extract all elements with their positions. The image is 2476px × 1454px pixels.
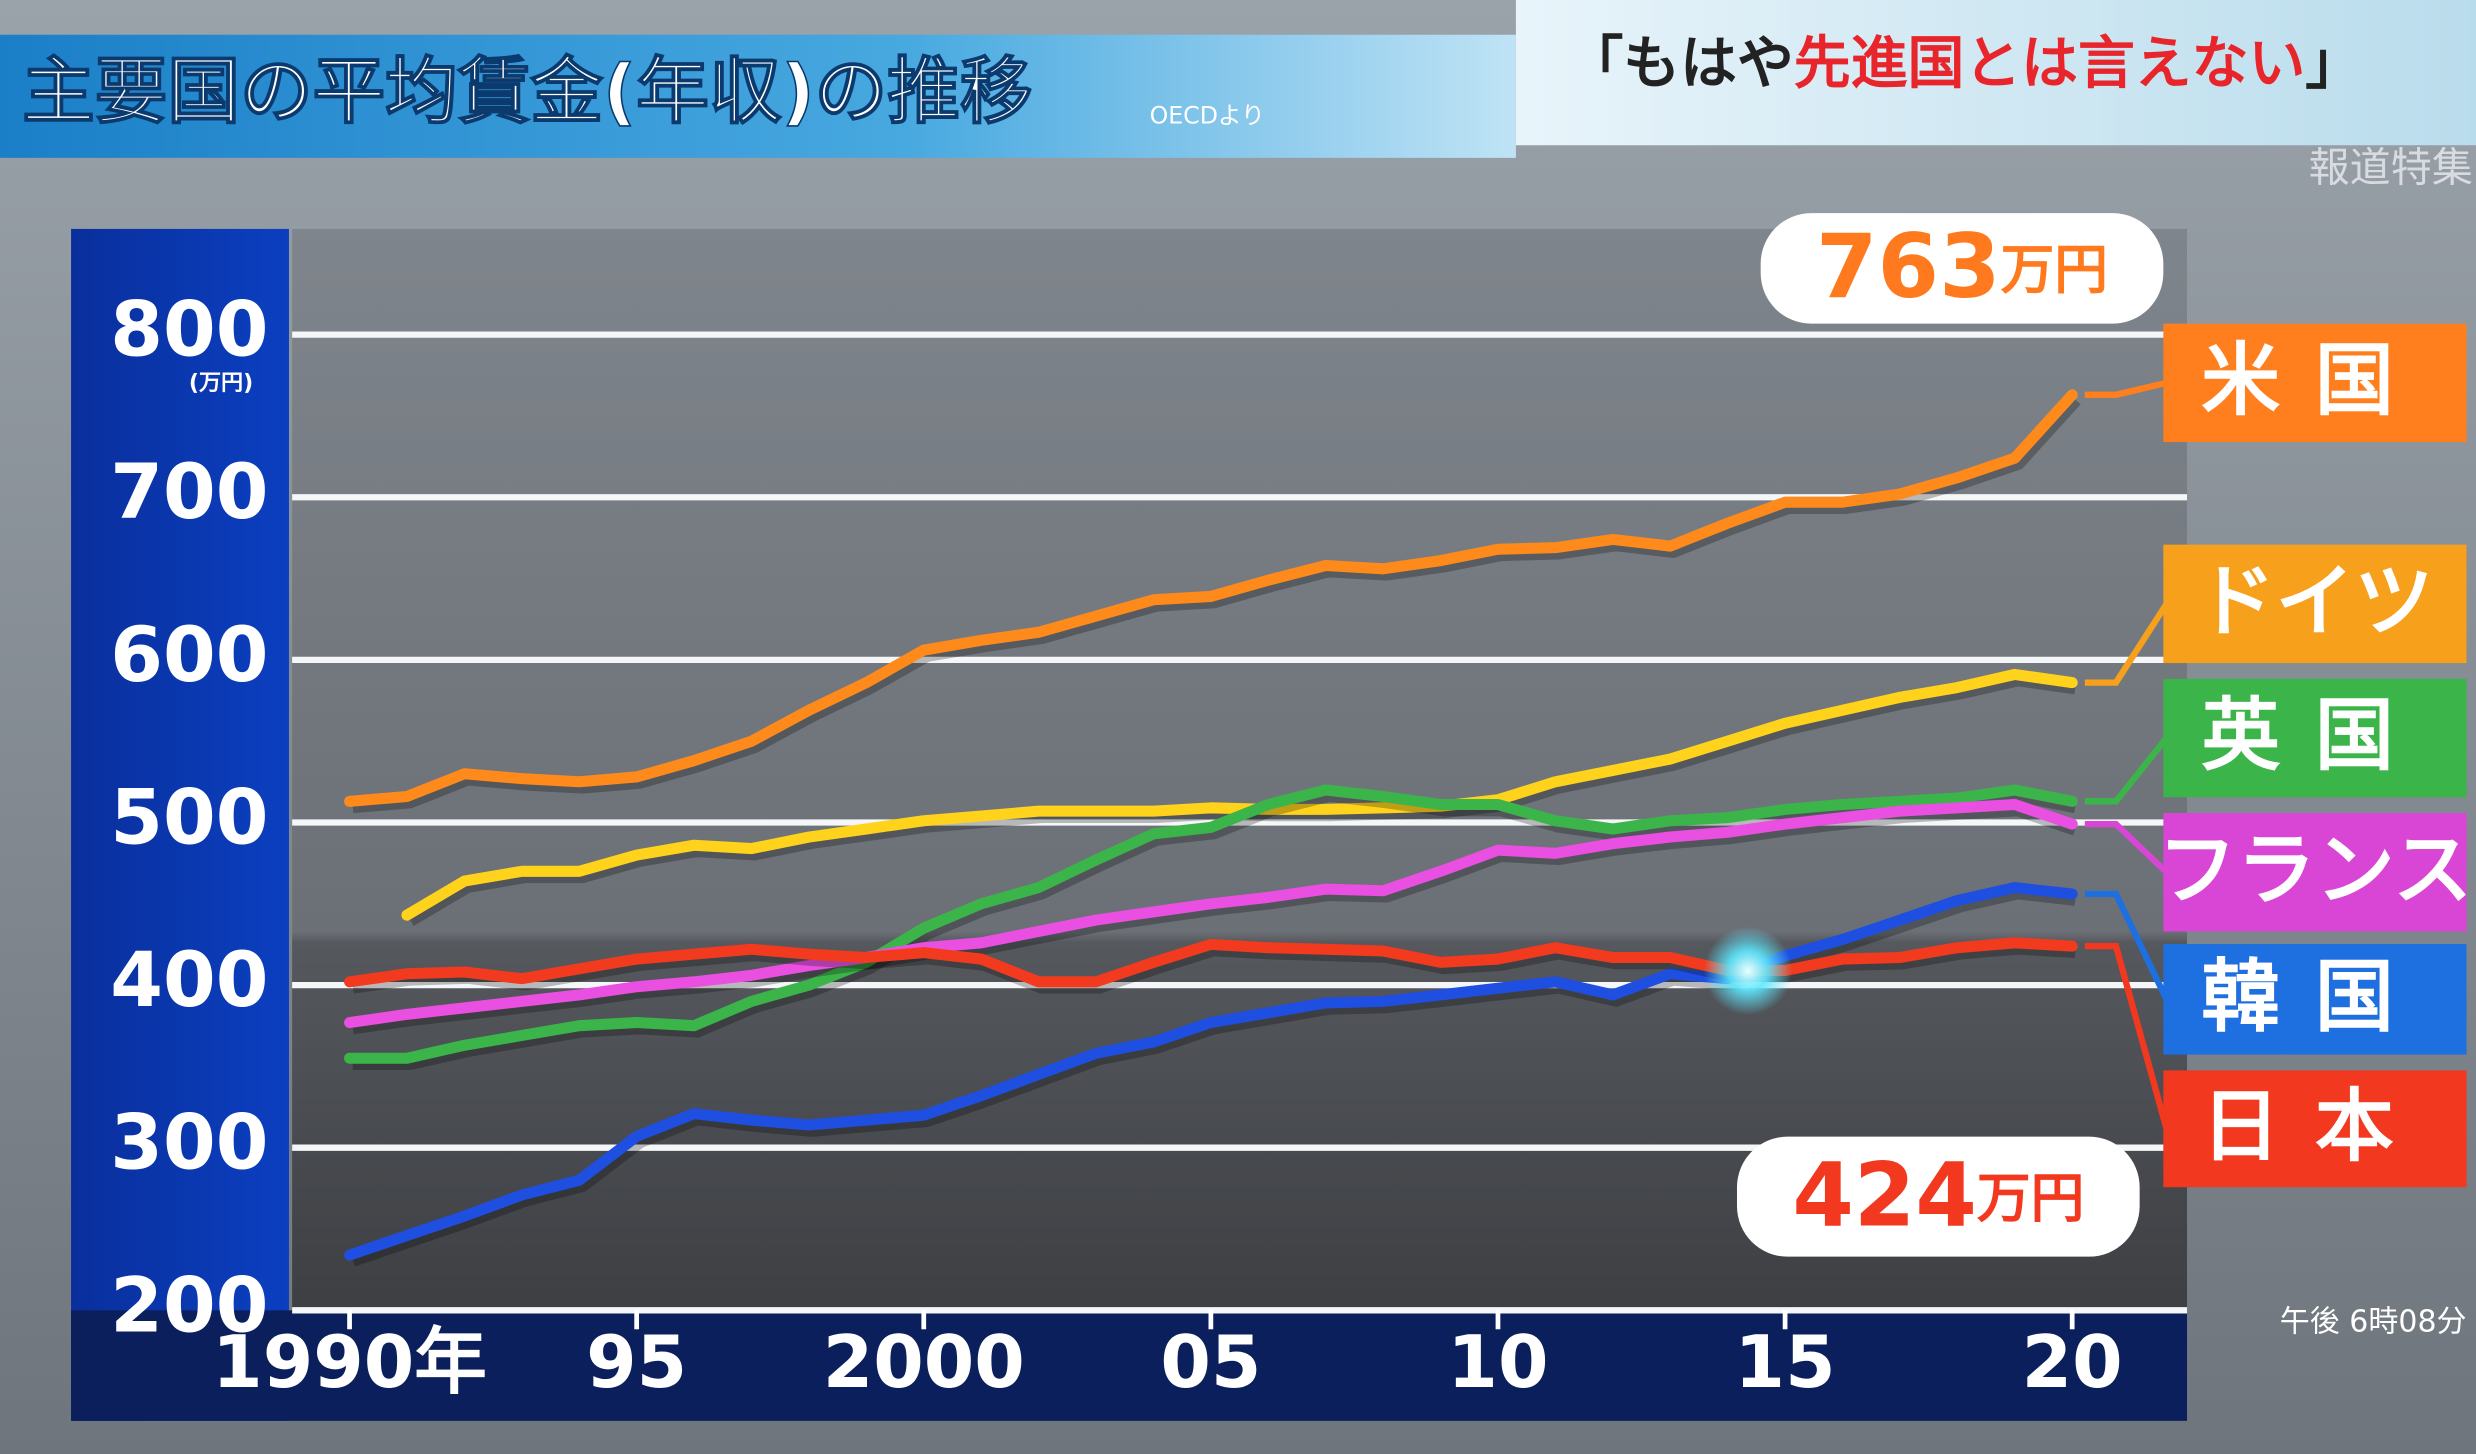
legend-label: 日本 bbox=[2201, 1080, 2428, 1172]
legend-box bbox=[2163, 323, 2467, 443]
clock: 午後 6時08分 bbox=[2280, 1304, 2467, 1339]
legend-connector bbox=[2084, 890, 2170, 1001]
x-tick-label: 2000 bbox=[823, 1321, 1025, 1405]
y-tick-label: 200 bbox=[110, 1261, 268, 1349]
source: OECDより bbox=[1150, 101, 1265, 129]
lines bbox=[344, 389, 2081, 1267]
y-tick-label: 600 bbox=[110, 611, 268, 699]
series-line bbox=[344, 389, 2078, 807]
callout-number: 763 bbox=[1816, 216, 2001, 319]
legend-label: 英国 bbox=[2201, 690, 2428, 782]
y-tick-label: 800 bbox=[110, 286, 268, 374]
headline-part: 」 bbox=[2305, 30, 2362, 96]
callout-unit: 万円 bbox=[2001, 238, 2108, 301]
x-tick-label: 95 bbox=[586, 1321, 687, 1405]
legend-connector bbox=[2084, 379, 2168, 398]
legend-label: 米国 bbox=[2201, 334, 2428, 426]
callout-number: 424 bbox=[1792, 1144, 1977, 1247]
y-axis-band bbox=[71, 228, 289, 1421]
legend-box bbox=[2163, 944, 2467, 1055]
x-tick-label: 05 bbox=[1160, 1321, 1261, 1405]
x-tick-label: 15 bbox=[1735, 1321, 1836, 1405]
callout: 424万円 bbox=[1792, 1144, 2084, 1247]
legend-connector bbox=[2084, 942, 2170, 1130]
grid bbox=[292, 331, 2188, 1314]
legend-label: 韓国 bbox=[2201, 951, 2428, 1043]
x-axis-band bbox=[71, 1310, 2188, 1421]
legend-box bbox=[2163, 678, 2467, 798]
callout-unit: 万円 bbox=[1977, 1166, 2084, 1229]
series-line bbox=[401, 668, 2078, 921]
x-tick-label: 10 bbox=[1447, 1321, 1548, 1405]
legend-box bbox=[2163, 1070, 2467, 1188]
y-axis-unit: (万円) bbox=[189, 370, 253, 396]
callout: 763万円 bbox=[1816, 216, 2108, 319]
headline: 「もはや先進国とは言えない」 bbox=[1566, 30, 2362, 96]
headline-part: 先進国とは言えない bbox=[1794, 30, 2306, 96]
y-tick-label: 300 bbox=[110, 1099, 268, 1187]
headline-band bbox=[1515, 0, 2476, 146]
series-line bbox=[344, 798, 2078, 1029]
legend-box bbox=[2163, 544, 2467, 664]
callout-box bbox=[1760, 213, 2164, 324]
legend-label: ドイツ bbox=[2197, 556, 2434, 648]
chart-title: 主要国の平均賃金(年収)の推移 bbox=[22, 50, 1032, 134]
headline-part: 「もはや bbox=[1566, 30, 1793, 96]
legend-label: フランス bbox=[2158, 824, 2472, 916]
highlight bbox=[1703, 926, 1793, 1016]
legend-box bbox=[2163, 813, 2467, 932]
x-tick-label: 1990年 bbox=[212, 1321, 487, 1405]
x-tick-label: 20 bbox=[2022, 1321, 2123, 1405]
program-name: 報道特集 bbox=[2309, 144, 2473, 192]
y-tick-label: 500 bbox=[110, 773, 268, 861]
callout-box bbox=[1736, 1136, 2140, 1257]
y-tick-label: 400 bbox=[110, 936, 268, 1024]
series-line bbox=[344, 784, 2078, 1064]
legend-connector bbox=[2084, 736, 2169, 805]
legend-connector bbox=[2084, 820, 2169, 875]
y-tick-label: 700 bbox=[110, 448, 268, 536]
title-band bbox=[0, 34, 1516, 158]
plot-area bbox=[292, 228, 2188, 1311]
legend-connector bbox=[2084, 602, 2170, 686]
